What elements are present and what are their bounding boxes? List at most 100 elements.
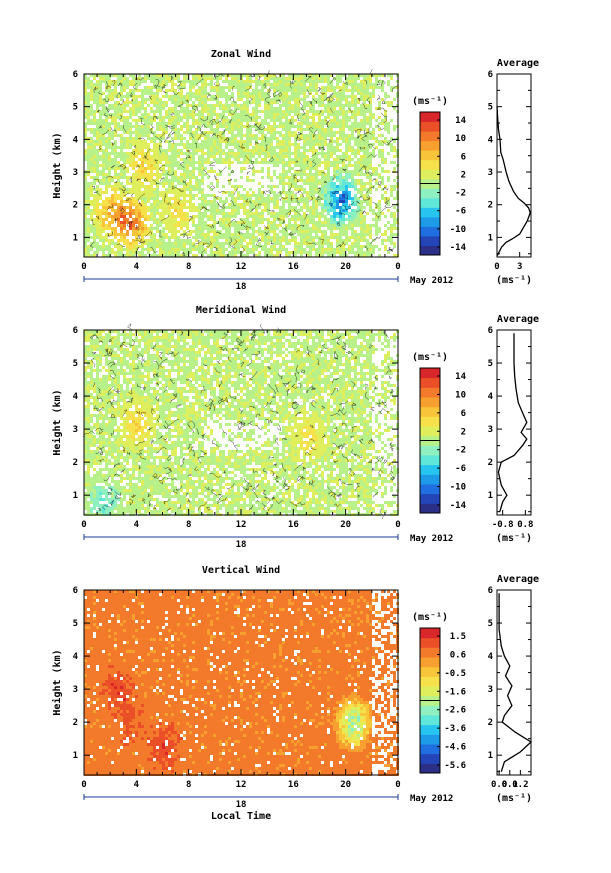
field-cell [321, 203, 324, 206]
field-cell [213, 107, 216, 110]
field-cell [276, 95, 279, 98]
field-cell [201, 116, 204, 119]
field-cell [252, 236, 255, 239]
field-cell [234, 152, 237, 155]
field-cell [201, 143, 204, 146]
field-cell [147, 152, 150, 155]
field-cell [351, 185, 354, 188]
field-cell [108, 86, 111, 89]
field-cell [102, 74, 105, 77]
field-cell [243, 152, 246, 155]
field-cell [129, 155, 132, 158]
field-cell [117, 197, 120, 200]
field-cell [198, 110, 201, 113]
field-cell [390, 77, 393, 80]
field-cell [294, 224, 297, 227]
field-cell [165, 74, 168, 77]
field-cell [111, 242, 114, 245]
field-cell [123, 104, 126, 107]
field-cell [333, 77, 336, 80]
field-cell [93, 92, 96, 95]
field-cell [360, 83, 363, 86]
field-cell [351, 182, 354, 185]
field-cell [219, 77, 222, 80]
field-cell [180, 224, 183, 227]
field-cell [258, 251, 261, 254]
field-cell [246, 233, 249, 236]
field-cell [288, 194, 291, 197]
field-cell [96, 164, 99, 167]
field-cell [120, 197, 123, 200]
field-cell [267, 110, 270, 113]
field-cell [282, 209, 285, 212]
field-cell [327, 74, 330, 77]
field-cell [354, 230, 357, 233]
field-cell [192, 224, 195, 227]
field-cell [357, 221, 360, 224]
field-cell [192, 206, 195, 209]
field-cell [231, 116, 234, 119]
field-cell [297, 245, 300, 248]
field-cell [138, 128, 141, 131]
field-cell [258, 110, 261, 113]
field-cell [237, 116, 240, 119]
field-cell [360, 203, 363, 206]
field-cell [255, 158, 258, 161]
field-cell [369, 74, 372, 77]
field-cell [333, 89, 336, 92]
field-cell [156, 155, 159, 158]
field-cell [348, 185, 351, 188]
field-cell [243, 143, 246, 146]
field-cell [87, 254, 90, 257]
field-cell [96, 125, 99, 128]
field-cell [324, 242, 327, 245]
field-cell [357, 110, 360, 113]
field-cell [357, 158, 360, 161]
field-cell [327, 101, 330, 104]
field-cell [168, 119, 171, 122]
field-cell [339, 80, 342, 83]
field-cell [213, 233, 216, 236]
field-cell [141, 239, 144, 242]
field-cell [342, 134, 345, 137]
contour-line [191, 105, 196, 113]
field-cell [108, 131, 111, 134]
field-cell [351, 245, 354, 248]
field-cell [126, 80, 129, 83]
field-cell [207, 233, 210, 236]
field-cell [285, 116, 288, 119]
contour-line [374, 213, 380, 219]
field-cell [267, 221, 270, 224]
field-cell [303, 74, 306, 77]
field-cell [123, 161, 126, 164]
field-cell [258, 242, 261, 245]
field-cell [228, 251, 231, 254]
field-cell [309, 209, 312, 212]
field-cell [138, 221, 141, 224]
field-cell [189, 251, 192, 254]
field-cell [99, 140, 102, 143]
field-cell [252, 212, 255, 215]
field-cell [264, 218, 267, 221]
field-cell [201, 215, 204, 218]
field-cell [114, 188, 117, 191]
field-cell [366, 95, 369, 98]
field-cell [321, 152, 324, 155]
field-cell [201, 194, 204, 197]
field-cell [234, 74, 237, 77]
field-cell [162, 122, 165, 125]
field-cell [240, 170, 243, 173]
field-cell [318, 200, 321, 203]
field-cell [201, 155, 204, 158]
field-cell [213, 89, 216, 92]
field-cell [207, 203, 210, 206]
field-cell [213, 104, 216, 107]
field-cell [213, 155, 216, 158]
field-cell [342, 74, 345, 77]
field-cell [309, 227, 312, 230]
field-cell [306, 245, 309, 248]
field-cell [105, 155, 108, 158]
field-cell [288, 110, 291, 113]
field-cell [201, 236, 204, 239]
field-cell [183, 77, 186, 80]
